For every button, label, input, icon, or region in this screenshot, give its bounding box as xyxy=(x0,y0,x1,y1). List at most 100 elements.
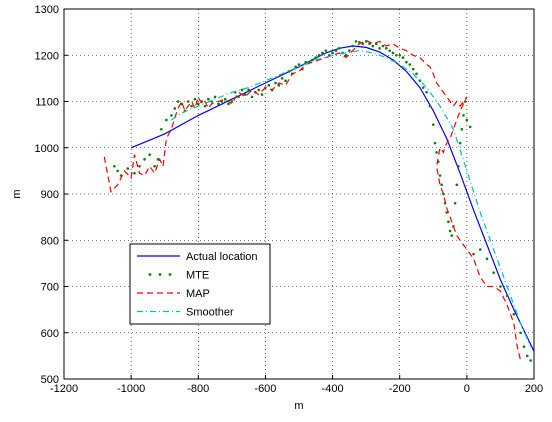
mte-point xyxy=(354,40,358,43)
mte-point xyxy=(463,100,467,103)
mte-point xyxy=(334,49,338,52)
mte-point xyxy=(138,164,141,168)
mte-point xyxy=(196,102,200,106)
mte-point xyxy=(435,151,438,154)
mte-point xyxy=(381,44,385,48)
axis-ticks: -1200 -1000 -800 -600 -400 -200 0 200 500 600 700 8… xyxy=(35,4,544,395)
mte-point xyxy=(113,164,116,168)
mte-point xyxy=(433,141,437,145)
mte-point xyxy=(462,114,465,117)
series-lines xyxy=(103,39,535,362)
mte-point xyxy=(384,47,388,50)
mte-point xyxy=(304,60,308,64)
mte-point xyxy=(207,97,210,101)
legend-box xyxy=(129,243,271,325)
y-tick-label: 1100 xyxy=(35,97,59,109)
mte-point xyxy=(398,53,402,57)
mte-point xyxy=(348,49,351,52)
mte-point xyxy=(378,47,381,50)
y-tick-label: 800 xyxy=(41,235,59,247)
legend-swatch-1 xyxy=(168,273,172,276)
mte-point xyxy=(240,88,244,92)
legend-label-0: Actual location xyxy=(186,251,258,263)
mte-point xyxy=(478,248,482,251)
mte-point xyxy=(411,67,415,71)
mte-point xyxy=(116,169,120,173)
mte-point xyxy=(525,354,529,358)
mte-point xyxy=(280,77,284,80)
mte-point xyxy=(440,183,443,187)
mte-point xyxy=(408,63,412,66)
mte-point xyxy=(421,86,425,89)
mte-point xyxy=(460,127,464,131)
mte-point xyxy=(447,220,450,224)
mte-point xyxy=(173,107,177,110)
mte-point xyxy=(148,153,151,156)
series-line-0 xyxy=(130,45,535,352)
mte-point xyxy=(237,95,240,99)
mte-point xyxy=(450,234,454,237)
y-tick-label: 1000 xyxy=(35,143,59,155)
mte-point xyxy=(458,141,462,145)
mte-point xyxy=(321,51,324,55)
mte-point xyxy=(522,345,526,348)
x-tick-label: 0 xyxy=(464,383,470,395)
mte-point xyxy=(223,97,227,101)
mte-point xyxy=(193,97,197,101)
x-axis-label: m xyxy=(294,400,303,412)
series-line-3 xyxy=(171,49,532,347)
mte-point xyxy=(133,171,136,175)
x-tick-label: -200 xyxy=(389,383,411,395)
mte-point xyxy=(165,118,168,122)
mte-point xyxy=(287,70,291,73)
mte-point xyxy=(243,93,247,96)
mte-point xyxy=(405,60,408,64)
x-tick-label: 200 xyxy=(525,383,543,395)
mte-point xyxy=(257,88,261,92)
mte-point xyxy=(267,84,271,87)
y-tick-label: 900 xyxy=(41,189,59,201)
mte-point xyxy=(176,100,180,103)
mte-point xyxy=(314,56,318,59)
y-tick-label: 700 xyxy=(41,282,59,294)
mte-point xyxy=(468,125,472,129)
mte-point xyxy=(190,104,193,108)
mte-point xyxy=(277,84,281,87)
mte-point xyxy=(505,294,509,298)
mte-point xyxy=(519,331,522,335)
y-tick-label: 1200 xyxy=(35,50,59,62)
mte-point xyxy=(438,174,442,177)
mte-point xyxy=(388,49,391,52)
mte-point xyxy=(331,51,334,55)
x-tick-label: -1000 xyxy=(117,383,145,395)
legend-swatch-1 xyxy=(148,273,152,276)
mte-point xyxy=(485,257,489,261)
mte-point xyxy=(465,118,469,122)
x-tick-label: -600 xyxy=(254,383,276,395)
mte-point xyxy=(126,167,130,170)
mte-point xyxy=(227,102,230,106)
mte-point xyxy=(492,271,496,274)
x-tick-label: -400 xyxy=(322,383,344,395)
y-tick-label: 600 xyxy=(41,328,59,340)
mte-point xyxy=(425,90,428,94)
legend: Actual location MTE MAP Smoother xyxy=(129,243,271,325)
mte-point xyxy=(250,95,254,99)
mte-point xyxy=(512,312,516,316)
mte-point xyxy=(529,359,532,362)
mte-point xyxy=(297,63,301,66)
mte-point xyxy=(395,53,398,57)
mte-point xyxy=(170,114,173,117)
x-tick-label: -1200 xyxy=(50,383,78,395)
mte-point xyxy=(324,49,328,52)
mte-point xyxy=(337,47,341,50)
mte-point xyxy=(499,285,502,288)
mte-point xyxy=(230,100,234,103)
x-tick-label: -800 xyxy=(187,383,209,395)
mte-point xyxy=(472,252,475,256)
legend-label-1: MTE xyxy=(186,270,209,282)
mte-point xyxy=(361,42,365,45)
mte-point xyxy=(374,42,378,45)
